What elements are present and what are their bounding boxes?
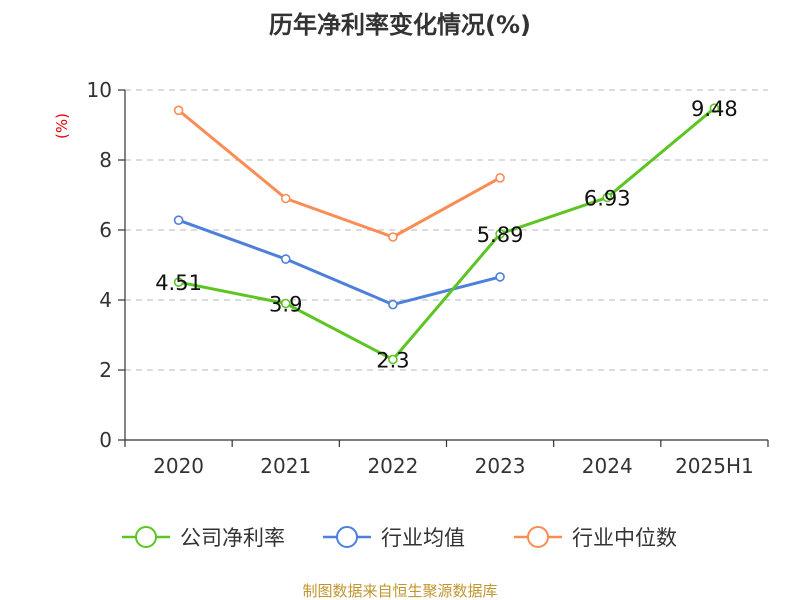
data-point — [388, 299, 398, 310]
data-point — [388, 354, 398, 365]
x-tick-label: 2025H1 — [675, 454, 754, 478]
data-point — [495, 173, 505, 183]
x-tick-label: 2022 — [367, 454, 418, 478]
data-label: 4.51 — [155, 271, 202, 295]
y-tick-label: 8 — [99, 148, 112, 172]
series-line — [178, 107, 716, 361]
legend-item[interactable]: 行业均值 — [323, 526, 465, 550]
legend-label: 行业均值 — [381, 526, 465, 550]
y-axis-unit-label: (%) — [53, 113, 71, 139]
x-tick-label: 2020 — [153, 454, 204, 478]
legend-item[interactable]: 行业中位数 — [514, 526, 677, 550]
data-point — [280, 254, 291, 264]
legend-item[interactable]: 公司净利率 — [122, 526, 285, 550]
y-tick-label: 10 — [87, 78, 112, 102]
data-point — [495, 272, 505, 282]
legend-marker — [135, 526, 157, 548]
series-lines — [173, 103, 720, 365]
data-point — [602, 192, 613, 203]
data-point — [173, 215, 184, 225]
legend[interactable]: 公司净利率 行业均值 行业中位数 — [122, 526, 677, 550]
data-label: 3.9 — [269, 293, 302, 317]
data-label: 5.89 — [477, 223, 524, 247]
legend-label: 行业中位数 — [572, 526, 677, 550]
legend-marker — [527, 526, 549, 548]
series-line — [177, 109, 501, 239]
y-tick-label: 2 — [99, 358, 112, 382]
data-point — [495, 229, 505, 239]
data-point — [173, 277, 184, 287]
x-tick-label: 2024 — [582, 454, 633, 478]
series-line — [178, 218, 501, 307]
x-tick-label: 2023 — [475, 454, 526, 478]
data-label: 6.93 — [584, 186, 631, 210]
data-point — [280, 193, 291, 204]
legend-label: 公司净利率 — [180, 526, 285, 550]
data-point — [709, 103, 720, 113]
source-note: 制图数据来自恒生聚源数据库 — [302, 582, 497, 600]
y-tick-label: 4 — [99, 288, 112, 312]
data-point — [173, 105, 184, 116]
data-point — [388, 232, 398, 242]
data-point — [280, 298, 291, 309]
data-labels: 4.51 3.9 2.3 5.89 6.93 9.48 — [155, 97, 738, 372]
grid — [125, 89, 768, 371]
y-tick-label: 0 — [99, 428, 112, 452]
axes: 0 2 4 6 8 10 2020 2021 2022 2023 2024 2025H1 — [87, 78, 769, 478]
legend-marker — [336, 526, 358, 548]
x-tick-label: 2021 — [260, 454, 311, 478]
chart-title: 历年净利率变化情况(%) — [269, 11, 531, 39]
data-label: 9.48 — [691, 97, 738, 121]
y-tick-label: 6 — [99, 218, 112, 242]
data-label: 2.3 — [376, 349, 409, 373]
